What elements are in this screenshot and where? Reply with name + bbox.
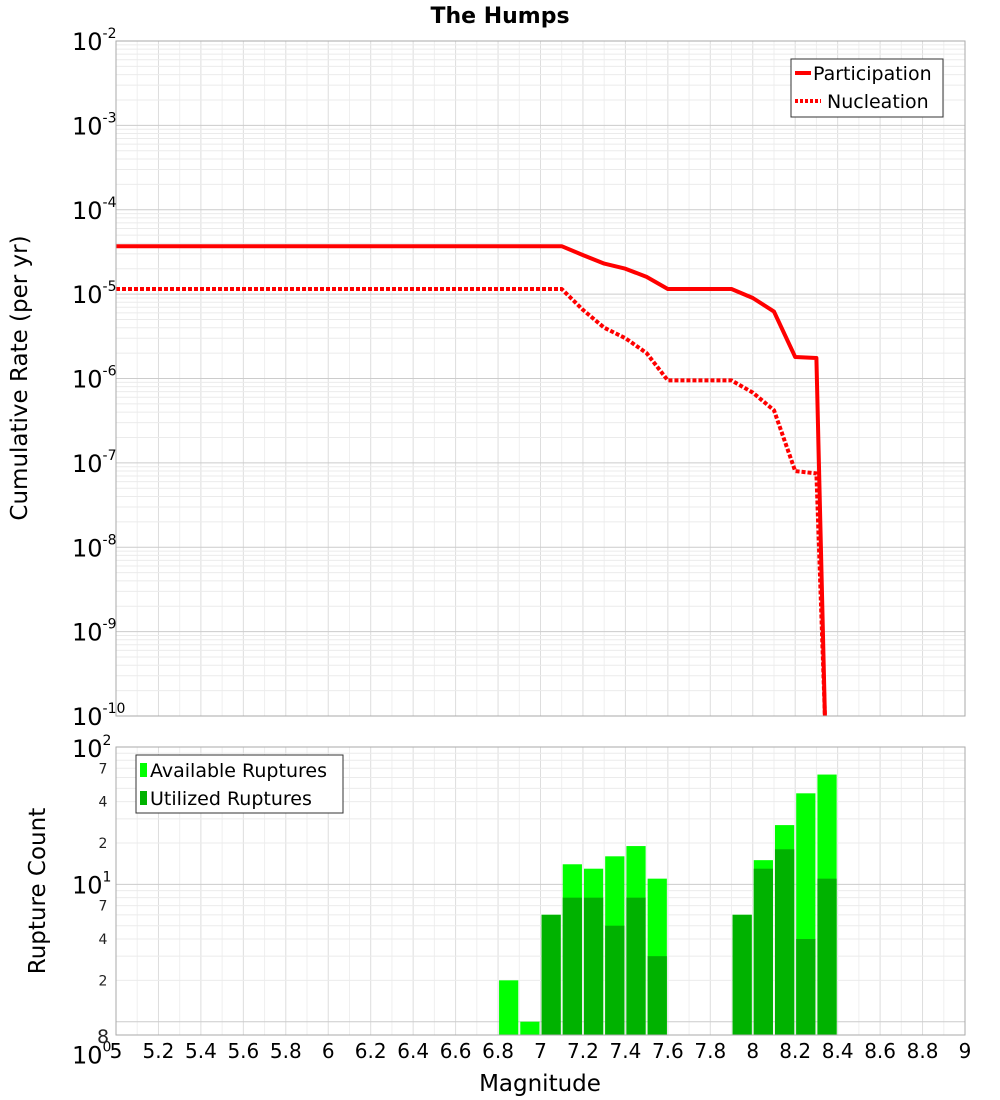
available-rupture-bar — [520, 1021, 540, 1035]
count-y-major-tick-label: 102 — [72, 733, 111, 763]
utilized-rupture-bar — [796, 939, 816, 1035]
x-tick-label: 7.2 — [567, 1039, 599, 1063]
count-legend: Available Ruptures Utilized Ruptures — [135, 754, 344, 814]
rate-y-tick-label: 10-9 — [72, 617, 117, 647]
x-tick-label: 6.4 — [397, 1039, 429, 1063]
utilized-rupture-bar — [647, 956, 667, 1035]
rate-plot-frame — [115, 40, 966, 717]
count-x-ticks: 5 5.2 5.4 5.6 5.8 6 6.2 6.4 6.6 6.8 7 7.2 7.4 7.6 7.8 8… — [110, 1039, 972, 1063]
x-tick-label: 9 — [959, 1039, 972, 1063]
nucleation-legend-label: Nucleation — [827, 91, 929, 113]
utilized-legend-swatch — [140, 791, 147, 805]
rate-y-ticks: 10-2 10-3 10-4 10-5 10-6 10-7 10-8 10-9 10-10 — [72, 26, 125, 731]
x-tick-label: 8.6 — [864, 1039, 896, 1063]
utilized-rupture-bar — [583, 897, 604, 1035]
rate-legend-box — [790, 58, 944, 118]
x-tick-label: 7 — [534, 1039, 547, 1063]
x-tick-label: 5.2 — [143, 1039, 175, 1063]
utilized-rupture-bar — [774, 849, 795, 1035]
x-tick-label: 7.8 — [694, 1039, 726, 1063]
x-tick-label: 8.4 — [822, 1039, 854, 1063]
utilized-rupture-bar — [753, 868, 773, 1035]
nucleation-line — [116, 287, 827, 717]
count-legend-box — [135, 754, 344, 814]
count-bars — [499, 774, 837, 1035]
count-y-minor-tick-label: 7 — [99, 899, 108, 915]
count-y-minor-tick-label: 4 — [99, 795, 108, 811]
count-y-minor-tick-label: 7 — [99, 761, 108, 777]
rate-y-tick-label: 10-5 — [72, 279, 117, 309]
x-tick-label: 7.6 — [652, 1039, 684, 1063]
x-tick-label: 8.8 — [907, 1039, 939, 1063]
count-y-minor-tick-label: 8 — [97, 1026, 109, 1048]
x-tick-label: 8.2 — [779, 1039, 811, 1063]
x-tick-label: 7.4 — [609, 1039, 641, 1063]
rate-y-tick-label: 10-4 — [72, 195, 117, 225]
x-tick-label: 6 — [322, 1039, 335, 1063]
x-tick-label: 5 — [110, 1039, 123, 1063]
x-tick-label: 6.8 — [482, 1039, 514, 1063]
rate-legend: Participation Nucleation — [790, 58, 944, 118]
rate-y-axis-label: Cumulative Rate (per yr) — [7, 235, 33, 520]
rate-series — [116, 244, 827, 717]
utilized-rupture-bar — [626, 897, 646, 1035]
utilized-rupture-bar — [541, 914, 561, 1035]
rate-y-tick-label: 10-3 — [72, 110, 117, 140]
count-y-minor-tick-label: 4 — [99, 932, 108, 948]
utilized-rupture-bar — [732, 914, 752, 1035]
count-plot-frame — [115, 746, 966, 1036]
chart-title: The Humps — [430, 4, 569, 29]
count-y-axis-label: Rupture Count — [25, 808, 51, 974]
rate-grid — [115, 41, 966, 717]
count-y-minor-tick-label: 2 — [99, 836, 108, 852]
x-axis-label: Magnitude — [479, 1071, 601, 1097]
rate-y-tick-label: 10-6 — [72, 364, 117, 394]
count-y-major-tick-label: 101 — [72, 869, 111, 899]
rate-panel: 10-2 10-3 10-4 10-5 10-6 10-7 10-8 10-9 10-10 Cu… — [7, 26, 966, 731]
utilized-rupture-bar — [562, 897, 582, 1035]
utilized-rupture-bar — [817, 878, 837, 1035]
available-rupture-bar — [499, 980, 519, 1035]
rate-y-tick-label: 10-8 — [72, 532, 117, 562]
available-legend-label: Available Ruptures — [150, 760, 327, 782]
available-legend-swatch — [140, 763, 147, 777]
utilized-rupture-bar — [605, 925, 625, 1035]
x-tick-label: 5.4 — [185, 1039, 217, 1063]
x-tick-label: 6.6 — [440, 1039, 472, 1063]
x-tick-label: 8 — [746, 1039, 759, 1063]
x-tick-label: 6.2 — [355, 1039, 387, 1063]
rate-y-tick-label: 10-10 — [72, 701, 125, 731]
count-y-minor-tick-label: 2 — [99, 973, 108, 989]
rate-y-tick-label: 10-7 — [72, 448, 117, 478]
utilized-legend-label: Utilized Ruptures — [150, 788, 312, 810]
participation-line — [116, 244, 827, 717]
x-tick-label: 5.6 — [227, 1039, 259, 1063]
x-tick-label: 5.8 — [270, 1039, 302, 1063]
participation-legend-label: Participation — [813, 63, 932, 85]
rate-y-tick-label: 10-2 — [72, 26, 117, 56]
